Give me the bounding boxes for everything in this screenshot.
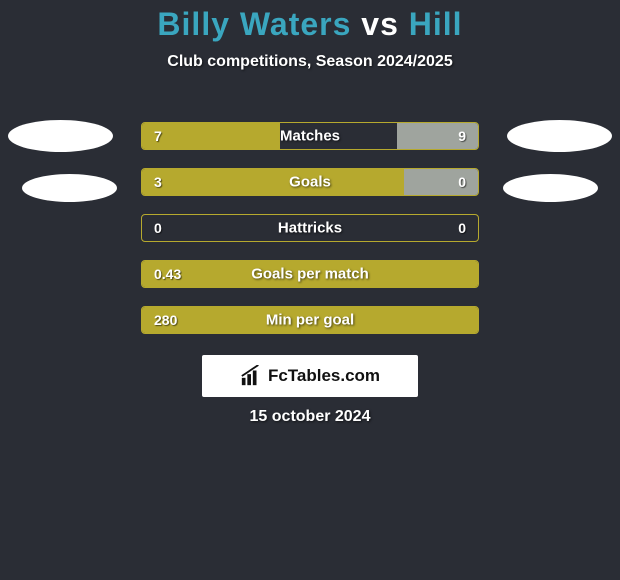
player-b-avatar-placeholder	[507, 120, 612, 152]
page-title: Billy Waters vs Hill	[0, 0, 620, 43]
stat-value-left: 280	[154, 312, 177, 328]
stat-label: Matches	[280, 128, 340, 145]
date-stamp: 15 october 2024	[250, 408, 371, 426]
bar-fill-left	[142, 123, 280, 149]
bars-icon	[240, 365, 262, 387]
bar-fill-left	[142, 169, 404, 195]
stat-row: 0 0 Hattricks	[141, 214, 479, 242]
vs-text: vs	[361, 6, 399, 42]
comparison-bars: 7 9 Matches 3 0 Goals 0 0 Hattricks 0.43 Goals per…	[141, 122, 479, 352]
stat-row: 3 0 Goals	[141, 168, 479, 196]
brand-badge[interactable]: FcTables.com	[202, 355, 418, 397]
comparison-card: Billy Waters vs Hill Club competitions, …	[0, 0, 620, 580]
brand-text: FcTables.com	[268, 366, 380, 386]
stat-label: Goals per match	[251, 266, 369, 283]
stat-value-right: 9	[458, 128, 466, 144]
bar-fill-right	[404, 169, 478, 195]
subtitle: Club competitions, Season 2024/2025	[0, 53, 620, 71]
stat-value-left: 7	[154, 128, 162, 144]
stat-value-right: 0	[458, 220, 466, 236]
stat-row: 7 9 Matches	[141, 122, 479, 150]
stat-label: Goals	[289, 174, 331, 191]
stat-value-left: 0	[154, 220, 162, 236]
player-a-avatar-placeholder	[8, 120, 113, 152]
stat-label: Hattricks	[278, 220, 342, 237]
player-b-avatar-placeholder	[503, 174, 598, 202]
stat-label: Min per goal	[266, 312, 354, 329]
stat-row: 0.43 Goals per match	[141, 260, 479, 288]
stat-row: 280 Min per goal	[141, 306, 479, 334]
stat-value-left: 0.43	[154, 266, 181, 282]
player-b-name: Hill	[409, 6, 463, 42]
player-a-name: Billy Waters	[157, 6, 351, 42]
stat-value-left: 3	[154, 174, 162, 190]
stat-value-right: 0	[458, 174, 466, 190]
player-a-avatar-placeholder	[22, 174, 117, 202]
